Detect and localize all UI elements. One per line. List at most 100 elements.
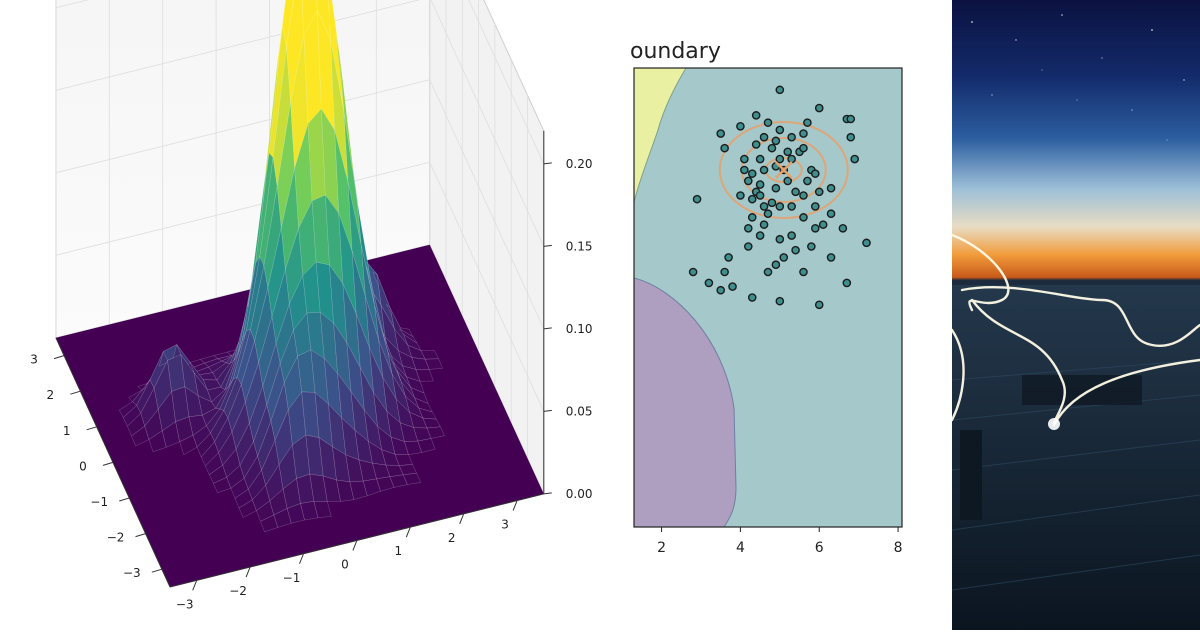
data-point [720,143,729,153]
z-tick-label: 0.15 [566,239,593,253]
data-point [775,296,785,306]
data-point [838,223,848,233]
data-point [826,183,836,193]
z-tick [543,492,552,495]
data-point [763,267,773,277]
y-tick [299,553,304,564]
y-tick [192,580,198,591]
data-point [751,111,761,120]
plot-area [633,67,903,528]
data-point [799,267,808,277]
data-point [747,213,757,222]
x-tick-labels: 2 4 6 8 [657,527,903,556]
y-tick [512,500,518,511]
z-tick-label: 0.05 [566,404,593,418]
data-point [692,194,702,204]
data-point [842,278,852,288]
data-point [779,253,789,262]
data-point [787,231,796,240]
y-tick-label: 0 [341,557,349,571]
data-point [814,300,824,310]
data-point [747,194,757,204]
y-tick-label: 1 [394,544,402,558]
data-point [755,154,765,164]
surface-cell [410,387,429,404]
x-tick [151,568,162,573]
x-tick-label: 2 [657,540,666,556]
data-point [810,223,820,233]
data-point [767,143,777,153]
data-point [826,209,836,219]
x-tick-label: 0 [79,459,87,473]
x-tick [53,355,65,360]
x-tick-label: 2 [47,388,55,402]
x-tick [102,461,114,466]
z-tick-label: 0.00 [566,487,593,501]
x-tick-label: 8 [894,540,903,556]
y-tick [245,566,251,578]
data-point [743,176,753,186]
data-point [803,176,812,186]
y-tick [459,513,465,525]
data-point [775,85,785,95]
data-point [787,132,796,142]
z-tick [543,244,552,247]
data-point [850,154,860,164]
data-point [814,103,824,113]
data-point [787,154,796,164]
data-point [763,118,773,127]
data-point [799,129,808,138]
surface-cell [399,328,418,344]
data-point [743,242,753,251]
photo-image [952,0,1200,630]
data-point [810,202,820,211]
data-point [736,191,745,200]
y-tick-label: 2 [448,531,456,545]
data-point [767,198,777,208]
surface-cell [402,472,422,485]
tick-labels: 0.00 0.05 0.10 0.15 0.20 −3 −2 −1 0 1 2 3 3 2 1 0 −1 −2 −3 [30,157,592,611]
x-tick-label: −3 [123,566,141,580]
data-point [755,180,765,189]
data-point [759,165,769,175]
density-surface-plot: 0.00 0.05 0.10 0.15 0.20 −3 −2 −1 0 1 2 3 3 2 1 0 −1 −2 −3 [30,0,593,611]
data-point [799,191,808,200]
data-point [755,231,765,240]
density-contour [718,121,849,219]
surface-cell [398,464,417,476]
data-point [810,169,820,178]
data-point [747,293,757,302]
data-point [775,202,785,211]
data-point [759,132,769,142]
data-point [846,114,856,124]
surface-cell [278,0,286,56]
x-tick [119,497,130,502]
x-tick-label: 3 [30,353,38,367]
data-point [787,202,796,211]
y-tick [352,540,358,551]
data-point [740,154,749,164]
x-tick-label: −2 [107,531,125,545]
data-point [771,136,781,146]
centroid-marker [774,161,793,179]
surface-cell [301,0,318,37]
data-point [759,202,769,211]
data-point [783,176,793,186]
region-yellow [633,67,687,203]
surface-cell [282,0,294,47]
data-point [775,234,785,244]
surface-cell [420,350,439,360]
data-point [747,169,757,178]
x-tick-label: 4 [736,540,745,556]
data-point [862,238,871,248]
data-point [751,140,761,149]
surface-plot-panel: 0.00 0.05 0.10 0.15 0.20 −3 −2 −1 0 1 2 3 3 2 1 0 −1 −2 −3 [30,0,593,611]
data-point [826,253,836,262]
data-point [724,253,733,262]
z-tick-label: 0.10 [566,322,593,336]
data-point [759,220,769,229]
surface-cell [426,426,445,439]
x-tick [70,390,81,395]
data-point [771,183,781,193]
data-point [818,220,828,229]
